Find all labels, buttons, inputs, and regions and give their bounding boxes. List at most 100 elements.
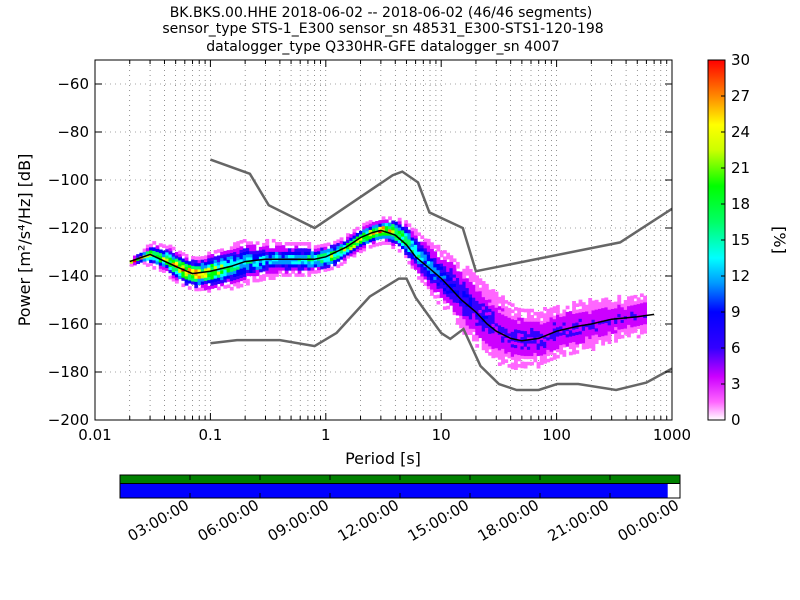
density-cell xyxy=(255,272,260,277)
density-cell xyxy=(601,313,606,318)
density-cell xyxy=(352,247,357,252)
density-cell xyxy=(633,326,638,330)
density-cell xyxy=(149,262,153,267)
density-cell xyxy=(446,268,451,272)
density-cell xyxy=(484,336,489,341)
density-cell xyxy=(504,309,509,314)
density-cell xyxy=(197,272,202,276)
density-cell xyxy=(449,292,454,297)
density-cell xyxy=(430,292,434,296)
density-cell xyxy=(488,295,493,300)
density-cell xyxy=(442,256,447,261)
density-cell xyxy=(346,236,350,240)
density-cell xyxy=(317,250,321,255)
density-cell xyxy=(326,264,331,268)
density-cell xyxy=(294,267,299,271)
density-cell xyxy=(265,270,270,274)
density-cell xyxy=(365,227,370,232)
density-cell xyxy=(413,235,418,239)
density-cell xyxy=(423,260,428,264)
density-cell xyxy=(501,342,505,346)
density-cell xyxy=(575,343,580,348)
density-cell xyxy=(517,314,522,318)
density-cell xyxy=(171,256,176,260)
density-cell xyxy=(391,242,396,246)
density-cell xyxy=(604,322,609,327)
density-cell xyxy=(236,241,241,245)
density-cell xyxy=(307,267,312,271)
density-cell xyxy=(194,259,199,264)
density-cell xyxy=(588,310,593,315)
density-cell xyxy=(265,248,270,252)
density-cell xyxy=(494,300,499,305)
density-cell xyxy=(210,272,215,277)
density-cell xyxy=(307,254,312,259)
density-cell xyxy=(207,270,212,274)
density-cell xyxy=(304,254,308,259)
density-cell xyxy=(617,335,622,340)
density-cell xyxy=(572,301,576,305)
density-cell xyxy=(643,330,647,334)
density-cell xyxy=(555,326,560,331)
density-cell xyxy=(604,331,609,336)
density-cell xyxy=(271,270,276,274)
density-cell xyxy=(636,334,641,339)
density-cell xyxy=(281,251,286,256)
density-cell xyxy=(520,345,525,350)
density-cell xyxy=(510,350,515,354)
density-cell xyxy=(317,269,321,274)
density-cell xyxy=(439,250,444,255)
density-cell xyxy=(507,354,512,359)
density-cell xyxy=(623,324,628,329)
density-cell xyxy=(207,289,212,293)
density-cell xyxy=(594,330,599,335)
density-cell xyxy=(491,317,496,321)
density-cell xyxy=(533,330,538,335)
noise-model-high xyxy=(209,158,672,273)
density-cell xyxy=(149,259,153,263)
density-cell xyxy=(236,272,241,276)
density-cell xyxy=(252,275,257,280)
density-cell xyxy=(400,229,405,234)
density-cell xyxy=(581,305,586,309)
density-cell xyxy=(239,283,244,288)
y-tick-label: −160 xyxy=(48,315,89,333)
density-cell xyxy=(597,314,602,319)
density-cell xyxy=(639,324,644,329)
density-cell xyxy=(581,302,586,306)
density-cell xyxy=(216,261,221,266)
density-cell xyxy=(484,318,489,322)
density-cell xyxy=(245,278,250,283)
density-cell xyxy=(297,263,302,268)
density-cell xyxy=(333,240,338,245)
density-cell xyxy=(536,324,541,328)
density-cell xyxy=(481,302,486,307)
density-cell xyxy=(568,317,573,321)
density-cell xyxy=(549,313,554,318)
density-cell xyxy=(546,340,551,344)
density-cell xyxy=(523,324,528,328)
density-cell xyxy=(636,300,641,305)
density-cell xyxy=(297,251,302,256)
density-cell xyxy=(223,257,228,261)
density-cell xyxy=(436,279,441,283)
density-cell xyxy=(520,333,525,338)
density-cell xyxy=(313,254,318,259)
density-cell xyxy=(468,315,473,320)
density-cell xyxy=(539,314,544,319)
density-cell xyxy=(300,248,305,252)
density-cell xyxy=(488,305,493,309)
density-cell xyxy=(465,306,470,310)
density-cell xyxy=(578,340,583,344)
density-cell xyxy=(430,276,434,281)
density-cell xyxy=(152,247,157,251)
density-cell xyxy=(581,320,586,325)
density-cell xyxy=(326,261,331,265)
density-cell xyxy=(300,263,305,268)
density-cell xyxy=(607,302,612,307)
density-cell xyxy=(588,344,593,349)
density-cell xyxy=(530,343,534,347)
density-cell xyxy=(174,251,179,256)
density-cell xyxy=(210,275,215,280)
density-cell xyxy=(436,247,441,252)
